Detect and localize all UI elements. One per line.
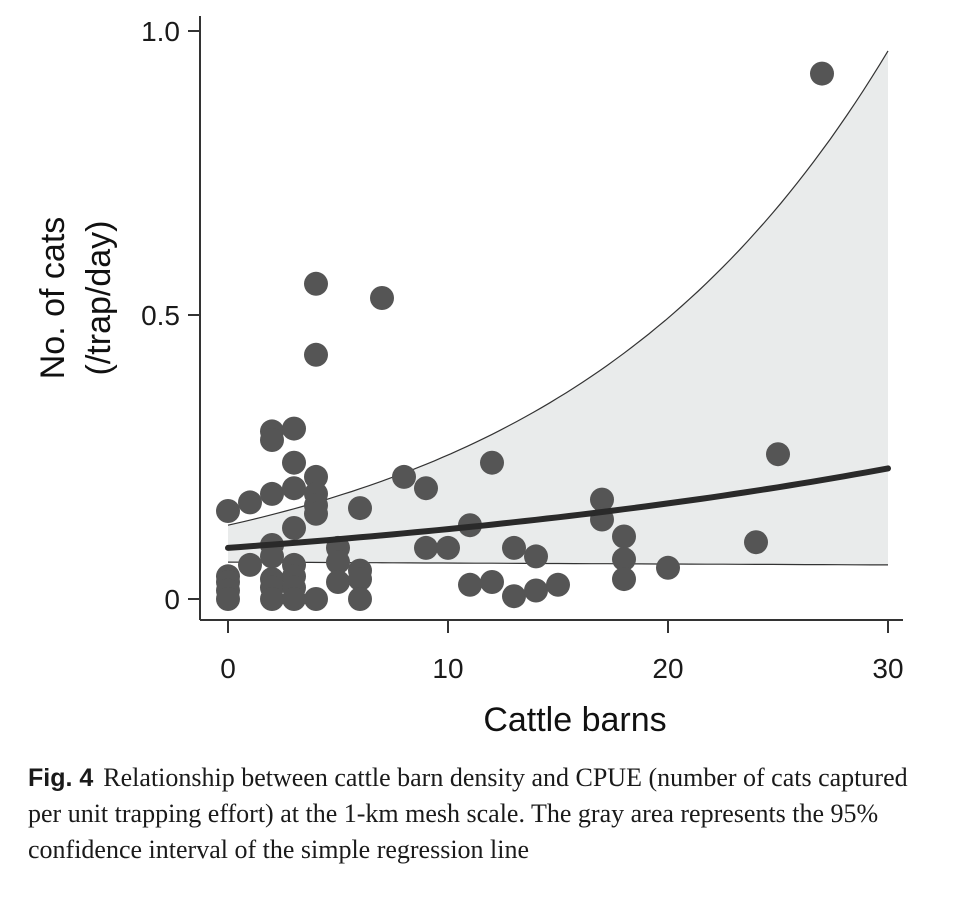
data-point	[414, 535, 438, 560]
x-axis-title: Cattle barns	[483, 701, 666, 739]
data-point	[326, 550, 350, 575]
data-point	[436, 535, 460, 560]
data-point	[546, 572, 570, 597]
data-point	[304, 342, 328, 367]
x-tick-label: 30	[872, 653, 903, 684]
data-point	[282, 416, 306, 441]
x-tick-label: 20	[652, 653, 683, 684]
data-point	[480, 450, 504, 475]
confidence-band-upper-edge	[227, 50, 889, 526]
data-point	[282, 450, 306, 475]
axis-ticks: 0 10 20 30 0 0.5 1.0	[141, 16, 904, 684]
regression-line	[225, 465, 891, 551]
data-point	[326, 570, 350, 594]
data-point	[238, 552, 262, 577]
data-point	[260, 481, 284, 506]
x-tick-label: 10	[432, 653, 463, 684]
data-point	[656, 555, 680, 580]
data-point	[260, 544, 284, 569]
figure-label: Fig. 4	[28, 764, 94, 792]
data-points	[216, 61, 834, 611]
data-point	[282, 587, 306, 611]
data-point	[304, 501, 328, 526]
data-point	[480, 570, 504, 594]
data-point	[810, 61, 834, 86]
data-point	[304, 587, 328, 611]
data-point	[282, 476, 306, 501]
data-point	[238, 490, 262, 515]
data-point	[282, 516, 306, 540]
data-point	[458, 572, 482, 597]
data-point	[612, 567, 636, 592]
y-tick-label: 1.0	[141, 16, 180, 47]
y-axis-title-line2: (/trap/day)	[80, 221, 118, 376]
data-point	[612, 547, 636, 572]
data-point	[260, 428, 284, 452]
data-point	[524, 544, 548, 569]
data-point	[260, 587, 284, 611]
data-point	[502, 584, 526, 609]
data-point	[414, 476, 438, 501]
data-point	[216, 499, 240, 523]
data-point	[370, 286, 394, 310]
data-point	[524, 578, 548, 603]
confidence-band-fill	[228, 50, 888, 565]
data-point	[392, 464, 416, 489]
data-point	[744, 530, 768, 555]
data-point	[590, 487, 614, 512]
data-point	[348, 567, 372, 592]
data-point	[348, 496, 372, 521]
data-point	[304, 271, 328, 296]
y-tick-label: 0	[164, 584, 180, 615]
data-point	[612, 524, 636, 549]
y-axis-title-line1: No. of cats	[34, 217, 72, 380]
data-point	[304, 464, 328, 489]
figure-caption: Fig. 4 Relationship between cattle barn d…	[28, 760, 938, 868]
data-point	[502, 535, 526, 560]
data-point	[348, 587, 372, 611]
x-tick-label: 0	[220, 653, 236, 684]
data-point	[766, 442, 790, 467]
y-tick-label: 0.5	[141, 300, 180, 331]
data-point	[216, 587, 240, 611]
caption-text: Relationship between cattle barn density…	[28, 763, 908, 864]
